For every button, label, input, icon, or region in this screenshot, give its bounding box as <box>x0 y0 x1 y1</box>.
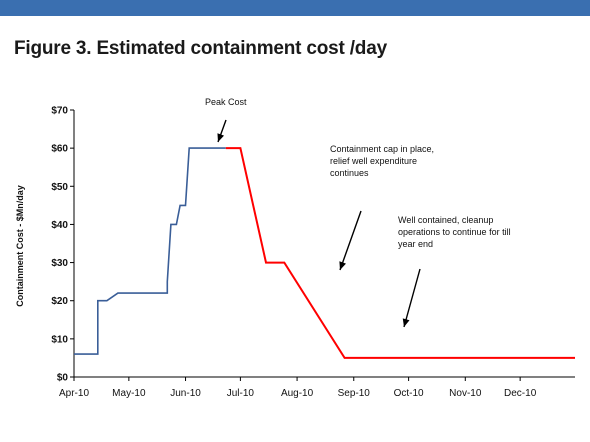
y-tick-label: $70 <box>51 106 68 117</box>
arrow-peak-cost <box>217 119 227 143</box>
y-tick-label: $20 <box>51 296 68 307</box>
y-tick-label: $30 <box>51 258 68 269</box>
y-tick-label: $0 <box>57 373 69 384</box>
chart-lines <box>74 147 575 359</box>
x-tick-label: Nov-10 <box>449 388 482 399</box>
arrow-head <box>217 133 225 142</box>
annotation-cap-in-place: Containment cap in place, relief well ex… <box>330 144 435 178</box>
x-tick-label: Dec-10 <box>504 388 537 399</box>
annotation-well-contained: Well contained, cleanup operations to co… <box>398 215 511 249</box>
series-line-post-peak <box>225 147 575 359</box>
x-tick-label: May-10 <box>112 388 146 399</box>
arrow-head <box>402 318 410 327</box>
y-tick-label: $40 <box>51 220 68 231</box>
arrow-head <box>339 261 346 270</box>
arrow-shaft <box>339 210 362 271</box>
y-tick-label: $10 <box>51 334 68 345</box>
x-tick-label: Sep-10 <box>338 388 371 399</box>
x-tick-label: Jul-10 <box>227 388 255 399</box>
header-bar <box>0 0 590 16</box>
x-tick-label: Jun-10 <box>170 388 201 399</box>
annotation-arrows <box>217 119 421 328</box>
annotation-peak-cost: Peak Cost <box>205 97 247 107</box>
y-tick-label: $60 <box>51 144 68 155</box>
y-axis-label: Containment Cost - $Mn/day <box>15 185 25 307</box>
chart-axes: $0 $10 $20 $30 $40 $50 $60 $70 Apr-10 May-10 Jun-1… <box>51 106 575 399</box>
x-tick-label: Oct-10 <box>394 388 424 399</box>
x-tick-label: Apr-10 <box>59 388 89 399</box>
figure-title: Figure 3. Estimated containment cost /da… <box>14 38 387 59</box>
y-tick-label: $50 <box>51 182 68 193</box>
arrow-shaft <box>403 268 421 328</box>
arrow-well-contained <box>402 268 421 328</box>
x-tick-label: Aug-10 <box>281 388 314 399</box>
series-line-pre-peak <box>74 147 226 355</box>
arrow-cap-in-place <box>339 210 362 271</box>
